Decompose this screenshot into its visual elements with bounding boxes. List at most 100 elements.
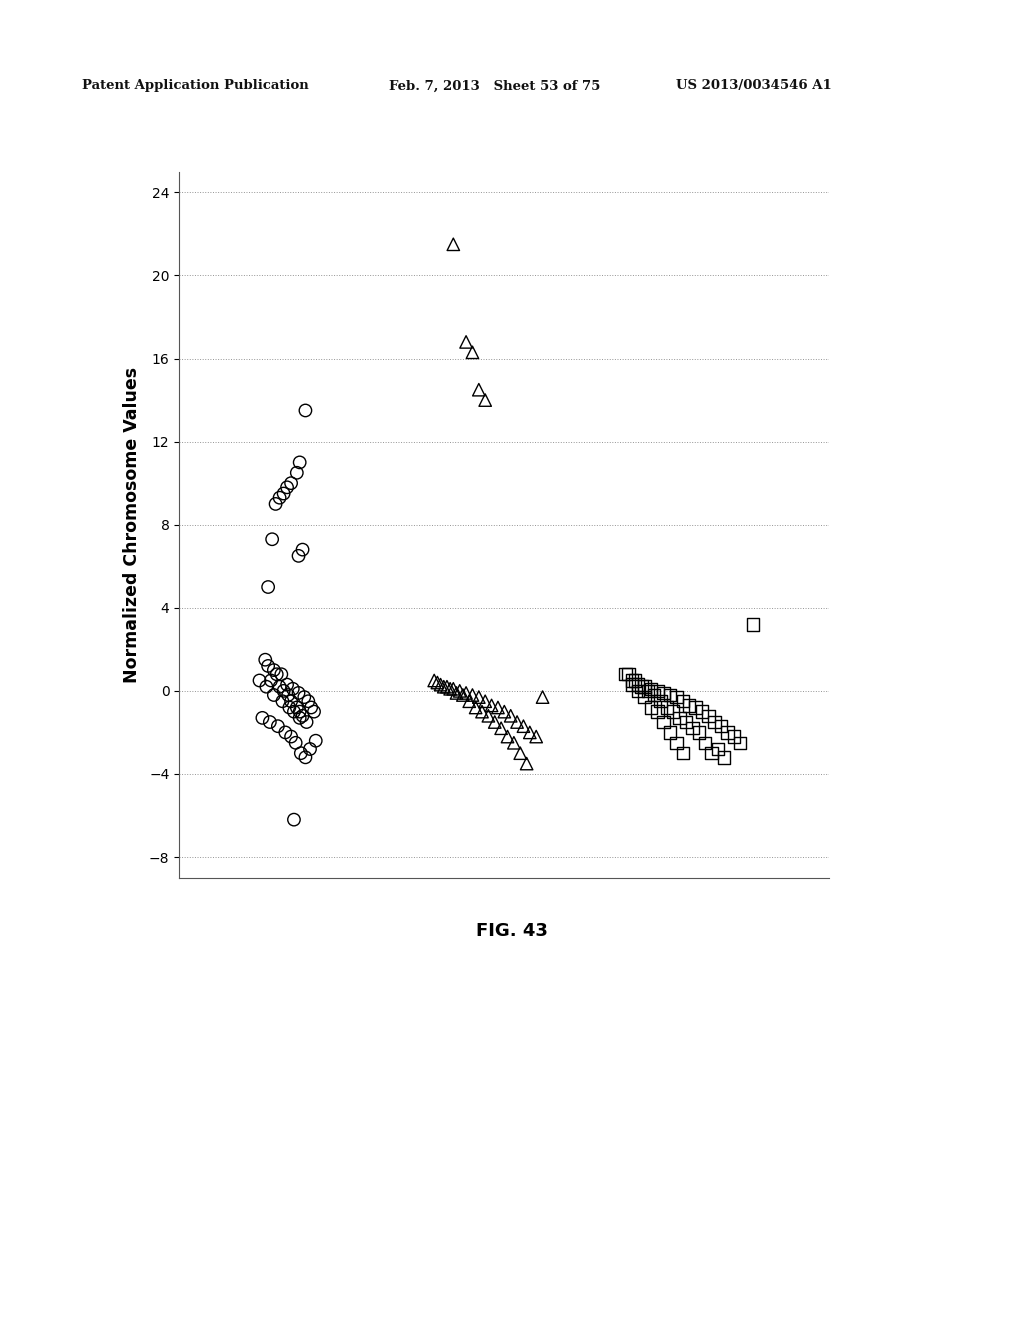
Point (294, 705, 310, 726)
Point (458, 682, 474, 704)
Point (271, 487, 288, 508)
Point (455, 685, 471, 706)
Point (672, 708, 688, 729)
Point (273, 664, 290, 685)
Point (630, 675, 646, 696)
Point (274, 690, 291, 711)
Point (262, 711, 279, 733)
Point (658, 697, 675, 718)
Point (267, 494, 284, 515)
Point (646, 685, 663, 706)
Point (303, 697, 319, 718)
Point (297, 747, 313, 768)
Point (275, 680, 292, 701)
Point (265, 660, 282, 681)
Point (458, 331, 474, 352)
Point (630, 680, 646, 701)
Point (279, 477, 295, 498)
Point (269, 715, 286, 737)
Point (535, 686, 551, 708)
Point (278, 722, 294, 743)
Point (442, 678, 459, 700)
Point (665, 701, 681, 722)
Point (271, 676, 288, 697)
Point (280, 685, 296, 706)
Point (307, 730, 324, 751)
Point (449, 682, 465, 704)
Point (716, 747, 732, 768)
Point (291, 682, 307, 704)
Point (669, 733, 685, 754)
Point (528, 726, 545, 747)
Point (675, 743, 691, 764)
Text: Patent Application Publication: Patent Application Publication (82, 79, 308, 92)
Point (521, 722, 538, 743)
Point (493, 718, 509, 739)
Point (496, 701, 512, 722)
Point (649, 680, 666, 701)
Point (726, 726, 742, 747)
Point (617, 664, 634, 685)
Point (426, 671, 442, 692)
Point (263, 671, 280, 692)
Point (438, 676, 455, 697)
Point (298, 711, 314, 733)
Point (467, 697, 483, 718)
Point (452, 680, 468, 701)
Point (297, 400, 313, 421)
Point (445, 234, 462, 255)
Point (294, 539, 310, 560)
Point (288, 733, 304, 754)
Point (435, 676, 452, 697)
Point (300, 690, 316, 711)
Point (713, 715, 729, 737)
Point (432, 675, 449, 696)
Point (687, 697, 703, 718)
Point (275, 483, 292, 504)
Point (268, 664, 285, 685)
Point (480, 705, 497, 726)
Point (518, 752, 535, 774)
Point (624, 671, 640, 692)
Point (662, 722, 678, 743)
Point (652, 690, 669, 711)
Point (710, 738, 726, 759)
Point (293, 743, 309, 764)
Point (445, 678, 462, 700)
Point (678, 711, 694, 733)
Point (636, 676, 652, 697)
Text: FIG. 43: FIG. 43 (476, 921, 548, 940)
Text: US 2013/0034546 A1: US 2013/0034546 A1 (676, 79, 831, 92)
Point (509, 711, 525, 733)
Point (260, 577, 276, 598)
Point (306, 701, 323, 722)
Point (627, 671, 643, 692)
Point (489, 697, 506, 718)
Point (285, 678, 301, 700)
Point (302, 738, 318, 759)
Point (260, 655, 276, 676)
Point (643, 697, 659, 718)
Point (624, 675, 640, 696)
Y-axis label: Normalized Chromosome Values: Normalized Chromosome Values (123, 367, 140, 682)
Point (486, 711, 503, 733)
Point (286, 809, 302, 830)
Point (693, 701, 710, 722)
Point (283, 690, 299, 711)
Point (292, 451, 308, 473)
Point (251, 671, 267, 692)
Point (681, 694, 697, 715)
Point (636, 686, 652, 708)
Point (471, 686, 487, 708)
Point (690, 722, 707, 743)
Text: Feb. 7, 2013   Sheet 53 of 75: Feb. 7, 2013 Sheet 53 of 75 (389, 79, 600, 92)
Point (464, 342, 480, 363)
Point (512, 743, 528, 764)
Point (744, 614, 761, 635)
Point (669, 686, 685, 708)
Point (515, 715, 531, 737)
Point (703, 743, 720, 764)
Point (503, 705, 519, 726)
Point (471, 379, 487, 400)
Point (643, 678, 659, 700)
